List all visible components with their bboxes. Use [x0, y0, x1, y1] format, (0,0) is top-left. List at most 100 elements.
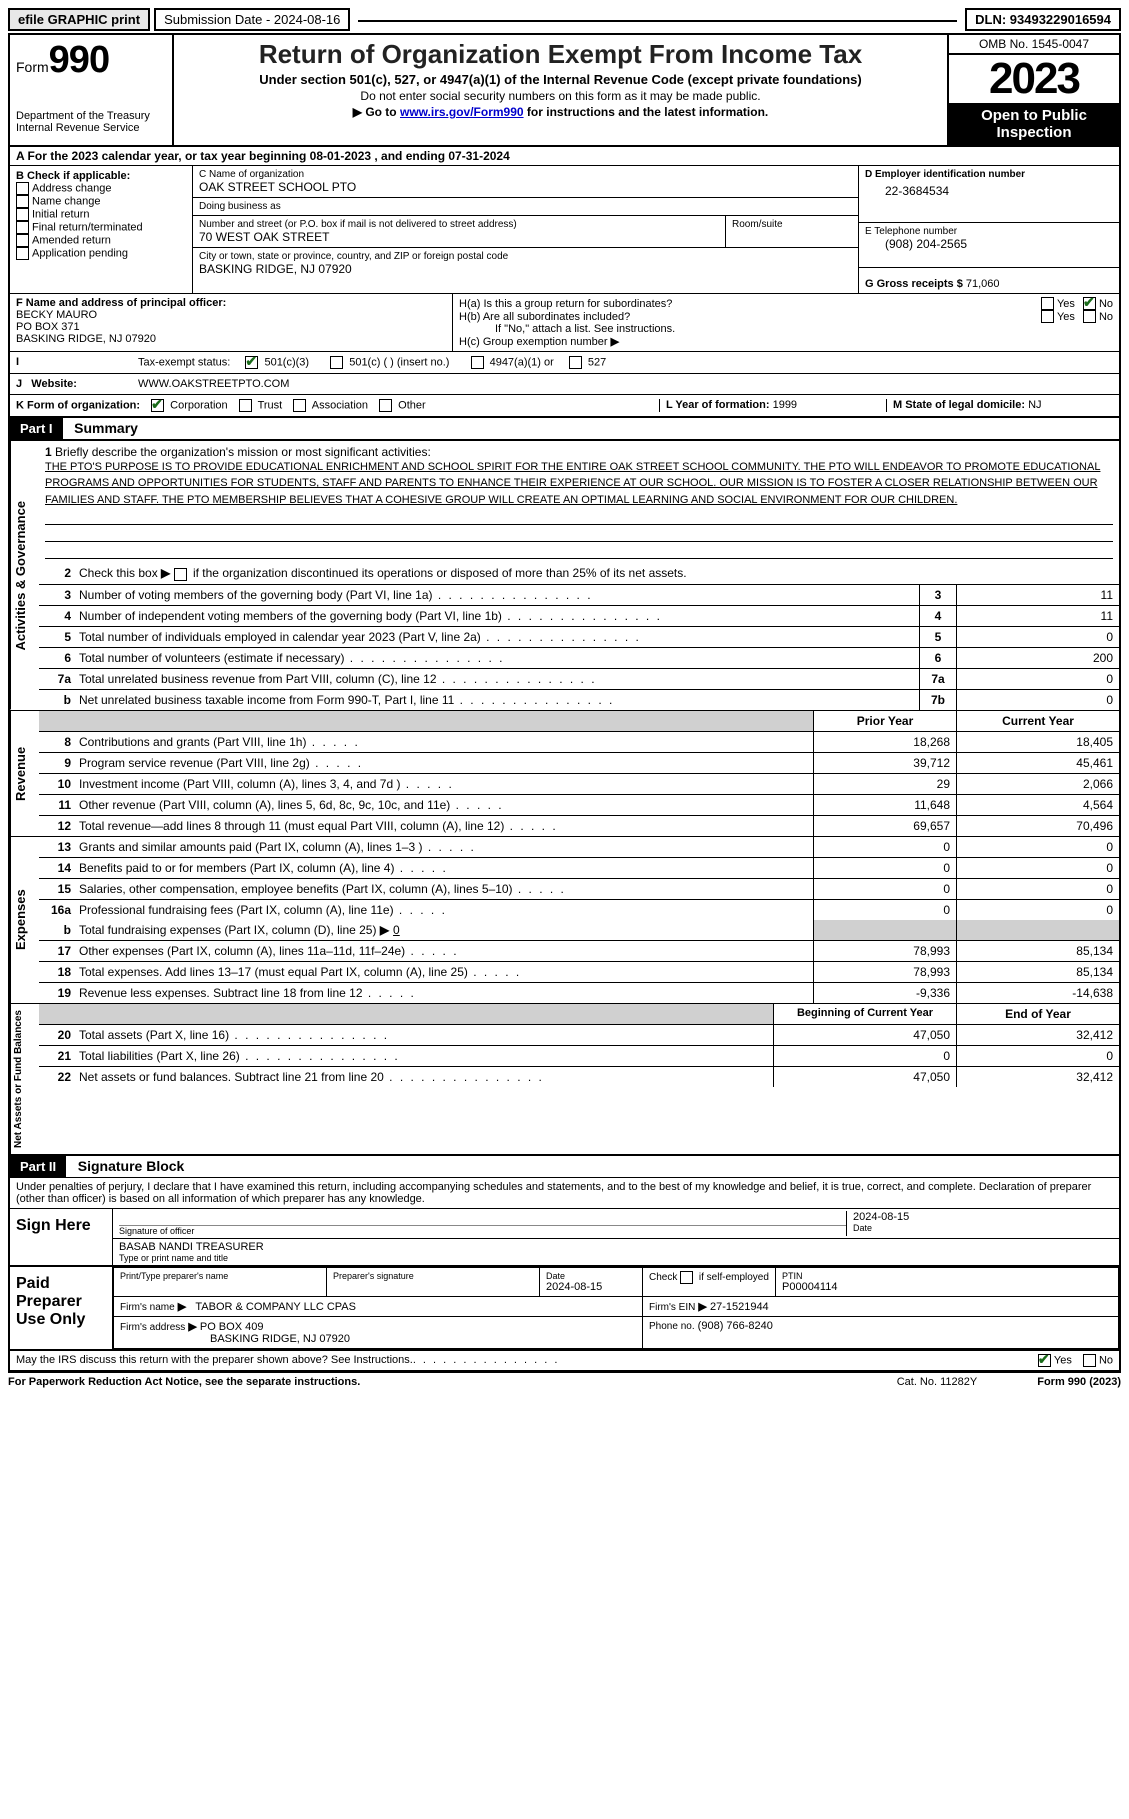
chk-final-return[interactable]: Final return/terminated — [16, 221, 186, 234]
current-year-value: 0 — [956, 858, 1119, 878]
line-value: 0 — [956, 627, 1119, 647]
ein-value: 22-3684534 — [865, 180, 1113, 198]
underline — [45, 527, 1113, 542]
header-right: OMB No. 1545-0047 2023 Open to Public In… — [947, 35, 1119, 145]
discuss-no-chk[interactable] — [1083, 1354, 1096, 1367]
line-desc: Total unrelated business revenue from Pa… — [75, 669, 919, 689]
hb-no-chk[interactable] — [1083, 310, 1096, 323]
chk-4947[interactable] — [471, 356, 484, 369]
summary-line: 22 Net assets or fund balances. Subtract… — [39, 1067, 1119, 1087]
row-fgh: F Name and address of principal officer:… — [10, 294, 1119, 352]
line-num: 2 — [39, 563, 75, 583]
summary-line: 7a Total unrelated business revenue from… — [39, 669, 1119, 690]
summary-line: 14 Benefits paid to or for members (Part… — [39, 858, 1119, 879]
hb-yes-chk[interactable] — [1041, 310, 1054, 323]
current-year-value: 2,066 — [956, 774, 1119, 794]
opt-4947: 4947(a)(1) or — [490, 356, 554, 368]
current-year-value: 0 — [956, 900, 1119, 920]
sign-date-label: Date — [853, 1223, 1113, 1233]
chk-initial-return[interactable]: Initial return — [16, 208, 186, 221]
col-b-title: B Check if applicable: — [16, 170, 186, 182]
line-desc: Total expenses. Add lines 13–17 (must eq… — [75, 962, 813, 982]
chk-self-employed[interactable] — [680, 1271, 693, 1284]
opt-assoc: Association — [312, 399, 368, 411]
chk-amended-return[interactable]: Amended return — [16, 234, 186, 247]
shaded-cell — [956, 920, 1119, 940]
city-label: City or town, state or province, country… — [199, 251, 852, 262]
summary-revenue: Revenue Prior Year Current Year 8 Contri… — [10, 710, 1119, 836]
line-desc: Salaries, other compensation, employee b… — [75, 879, 813, 899]
current-year-value: 0 — [956, 837, 1119, 857]
chk-address-change[interactable]: Address change — [16, 182, 186, 195]
chk-trust[interactable] — [239, 399, 252, 412]
street-value: 70 WEST OAK STREET — [199, 230, 719, 244]
ha-label: H(a) Is this a group return for subordin… — [459, 298, 1041, 310]
col-f-officer: F Name and address of principal officer:… — [10, 294, 453, 351]
row-a-tax-year: A For the 2023 calendar year, or tax yea… — [10, 147, 1119, 166]
prep-date-hdr: Date — [546, 1271, 636, 1281]
chk-association[interactable] — [293, 399, 306, 412]
prior-year-value: 39,712 — [813, 753, 956, 773]
end-value: 32,412 — [956, 1067, 1119, 1087]
l-value: 1999 — [773, 399, 797, 411]
chk-name-change[interactable]: Name change — [16, 195, 186, 208]
firm-ein-label: Firm's EIN — [649, 1302, 695, 1313]
hc-row: H(c) Group exemption number ▶ — [459, 335, 1113, 348]
summary-line: b Net unrelated business taxable income … — [39, 690, 1119, 710]
discuss-yes-chk[interactable] — [1038, 1354, 1051, 1367]
dba-label: Doing business as — [199, 201, 852, 212]
chk-application-pending[interactable]: Application pending — [16, 247, 186, 260]
chk-501c[interactable] — [330, 356, 343, 369]
hc-label: H(c) Group exemption number — [459, 336, 611, 348]
dln: DLN: 93493229016594 — [965, 8, 1121, 31]
ha-yes-chk[interactable] — [1041, 297, 1054, 310]
revenue-lines: 8 Contributions and grants (Part VIII, l… — [39, 732, 1119, 836]
chk-discontinued[interactable] — [174, 568, 187, 581]
revenue-body: Prior Year Current Year 8 Contributions … — [39, 711, 1119, 836]
side-net: Net Assets or Fund Balances — [10, 1004, 39, 1154]
net-header: Beginning of Current Year End of Year — [39, 1004, 1119, 1025]
ha-no-chk[interactable] — [1083, 297, 1096, 310]
prior-year-value: 69,657 — [813, 816, 956, 836]
goto-line: ▶ Go to www.irs.gov/Form990 for instruct… — [182, 105, 939, 119]
ein-label: D Employer identification number — [865, 169, 1113, 180]
dba-cell: Doing business as — [193, 198, 858, 216]
chk-other[interactable] — [379, 399, 392, 412]
line-num: 22 — [39, 1067, 75, 1087]
chk-527[interactable] — [569, 356, 582, 369]
line-value: 0 — [956, 669, 1119, 689]
goto-link[interactable]: www.irs.gov/Form990 — [400, 105, 524, 119]
line-desc: Investment income (Part VIII, column (A)… — [75, 774, 813, 794]
line-num: 8 — [39, 732, 75, 752]
opt-527: 527 — [588, 356, 606, 368]
chk-label: Application pending — [32, 247, 128, 259]
chk-501c3[interactable] — [245, 356, 258, 369]
sign-name-label: Type or print name and title — [119, 1253, 1113, 1263]
firm-phone: (908) 766-8240 — [698, 1320, 773, 1332]
discuss-row: May the IRS discuss this return with the… — [10, 1351, 1119, 1371]
org-name: OAK STREET SCHOOL PTO — [199, 180, 852, 194]
efile-print-label: efile GRAPHIC print — [8, 8, 150, 31]
officer-label: F Name and address of principal officer: — [16, 297, 446, 309]
line-desc: Total number of individuals employed in … — [75, 627, 919, 647]
line-desc: Total revenue—add lines 8 through 11 (mu… — [75, 816, 813, 836]
beginning-hdr: Beginning of Current Year — [773, 1004, 956, 1024]
summary-line: 11 Other revenue (Part VIII, column (A),… — [39, 795, 1119, 816]
line-num: 4 — [39, 606, 75, 626]
line-num: 12 — [39, 816, 75, 836]
side-governance: Activities & Governance — [10, 441, 39, 710]
summary-line: 13 Grants and similar amounts paid (Part… — [39, 837, 1119, 858]
firm-name: TABOR & COMPANY LLC CPAS — [195, 1301, 356, 1313]
current-year-value: 45,461 — [956, 753, 1119, 773]
line-value: 200 — [956, 648, 1119, 668]
chk-corporation[interactable] — [151, 399, 164, 412]
firm-label: Firm's name — [120, 1302, 175, 1313]
net-lines: 20 Total assets (Part X, line 16) 47,050… — [39, 1025, 1119, 1087]
prior-year-hdr: Prior Year — [813, 711, 956, 731]
desc-text: Total fundraising expenses (Part IX, col… — [79, 923, 380, 937]
room-label: Room/suite — [732, 219, 852, 230]
tel-value: (908) 204-2565 — [865, 237, 1113, 251]
gross-cell: G Gross receipts $ 71,060 — [859, 268, 1119, 293]
chk-label: Name change — [32, 195, 101, 207]
l-year-formation: L Year of formation: 1999 — [659, 399, 886, 412]
